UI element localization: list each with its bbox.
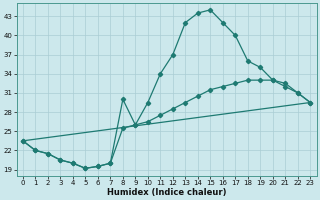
X-axis label: Humidex (Indice chaleur): Humidex (Indice chaleur): [107, 188, 226, 197]
